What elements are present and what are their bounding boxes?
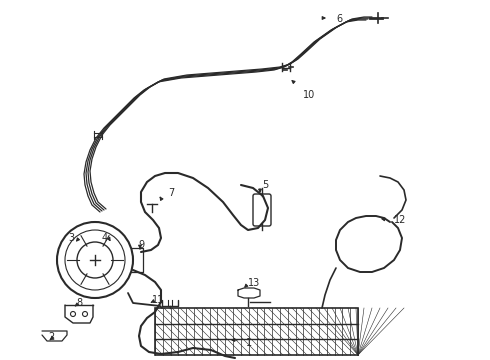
Text: 5: 5 (262, 180, 268, 190)
Text: 8: 8 (76, 298, 82, 308)
Text: 3: 3 (68, 233, 74, 243)
Text: 1: 1 (246, 338, 252, 348)
Bar (155, 308, 358, 355)
Text: 2: 2 (48, 332, 54, 342)
Text: 9: 9 (138, 240, 144, 250)
Text: 12: 12 (394, 215, 406, 225)
Text: 4: 4 (102, 233, 108, 243)
Text: 6: 6 (336, 14, 342, 24)
Text: 7: 7 (168, 188, 174, 198)
Text: 10: 10 (303, 90, 315, 100)
Text: 11: 11 (152, 295, 164, 305)
Text: 13: 13 (248, 278, 260, 288)
